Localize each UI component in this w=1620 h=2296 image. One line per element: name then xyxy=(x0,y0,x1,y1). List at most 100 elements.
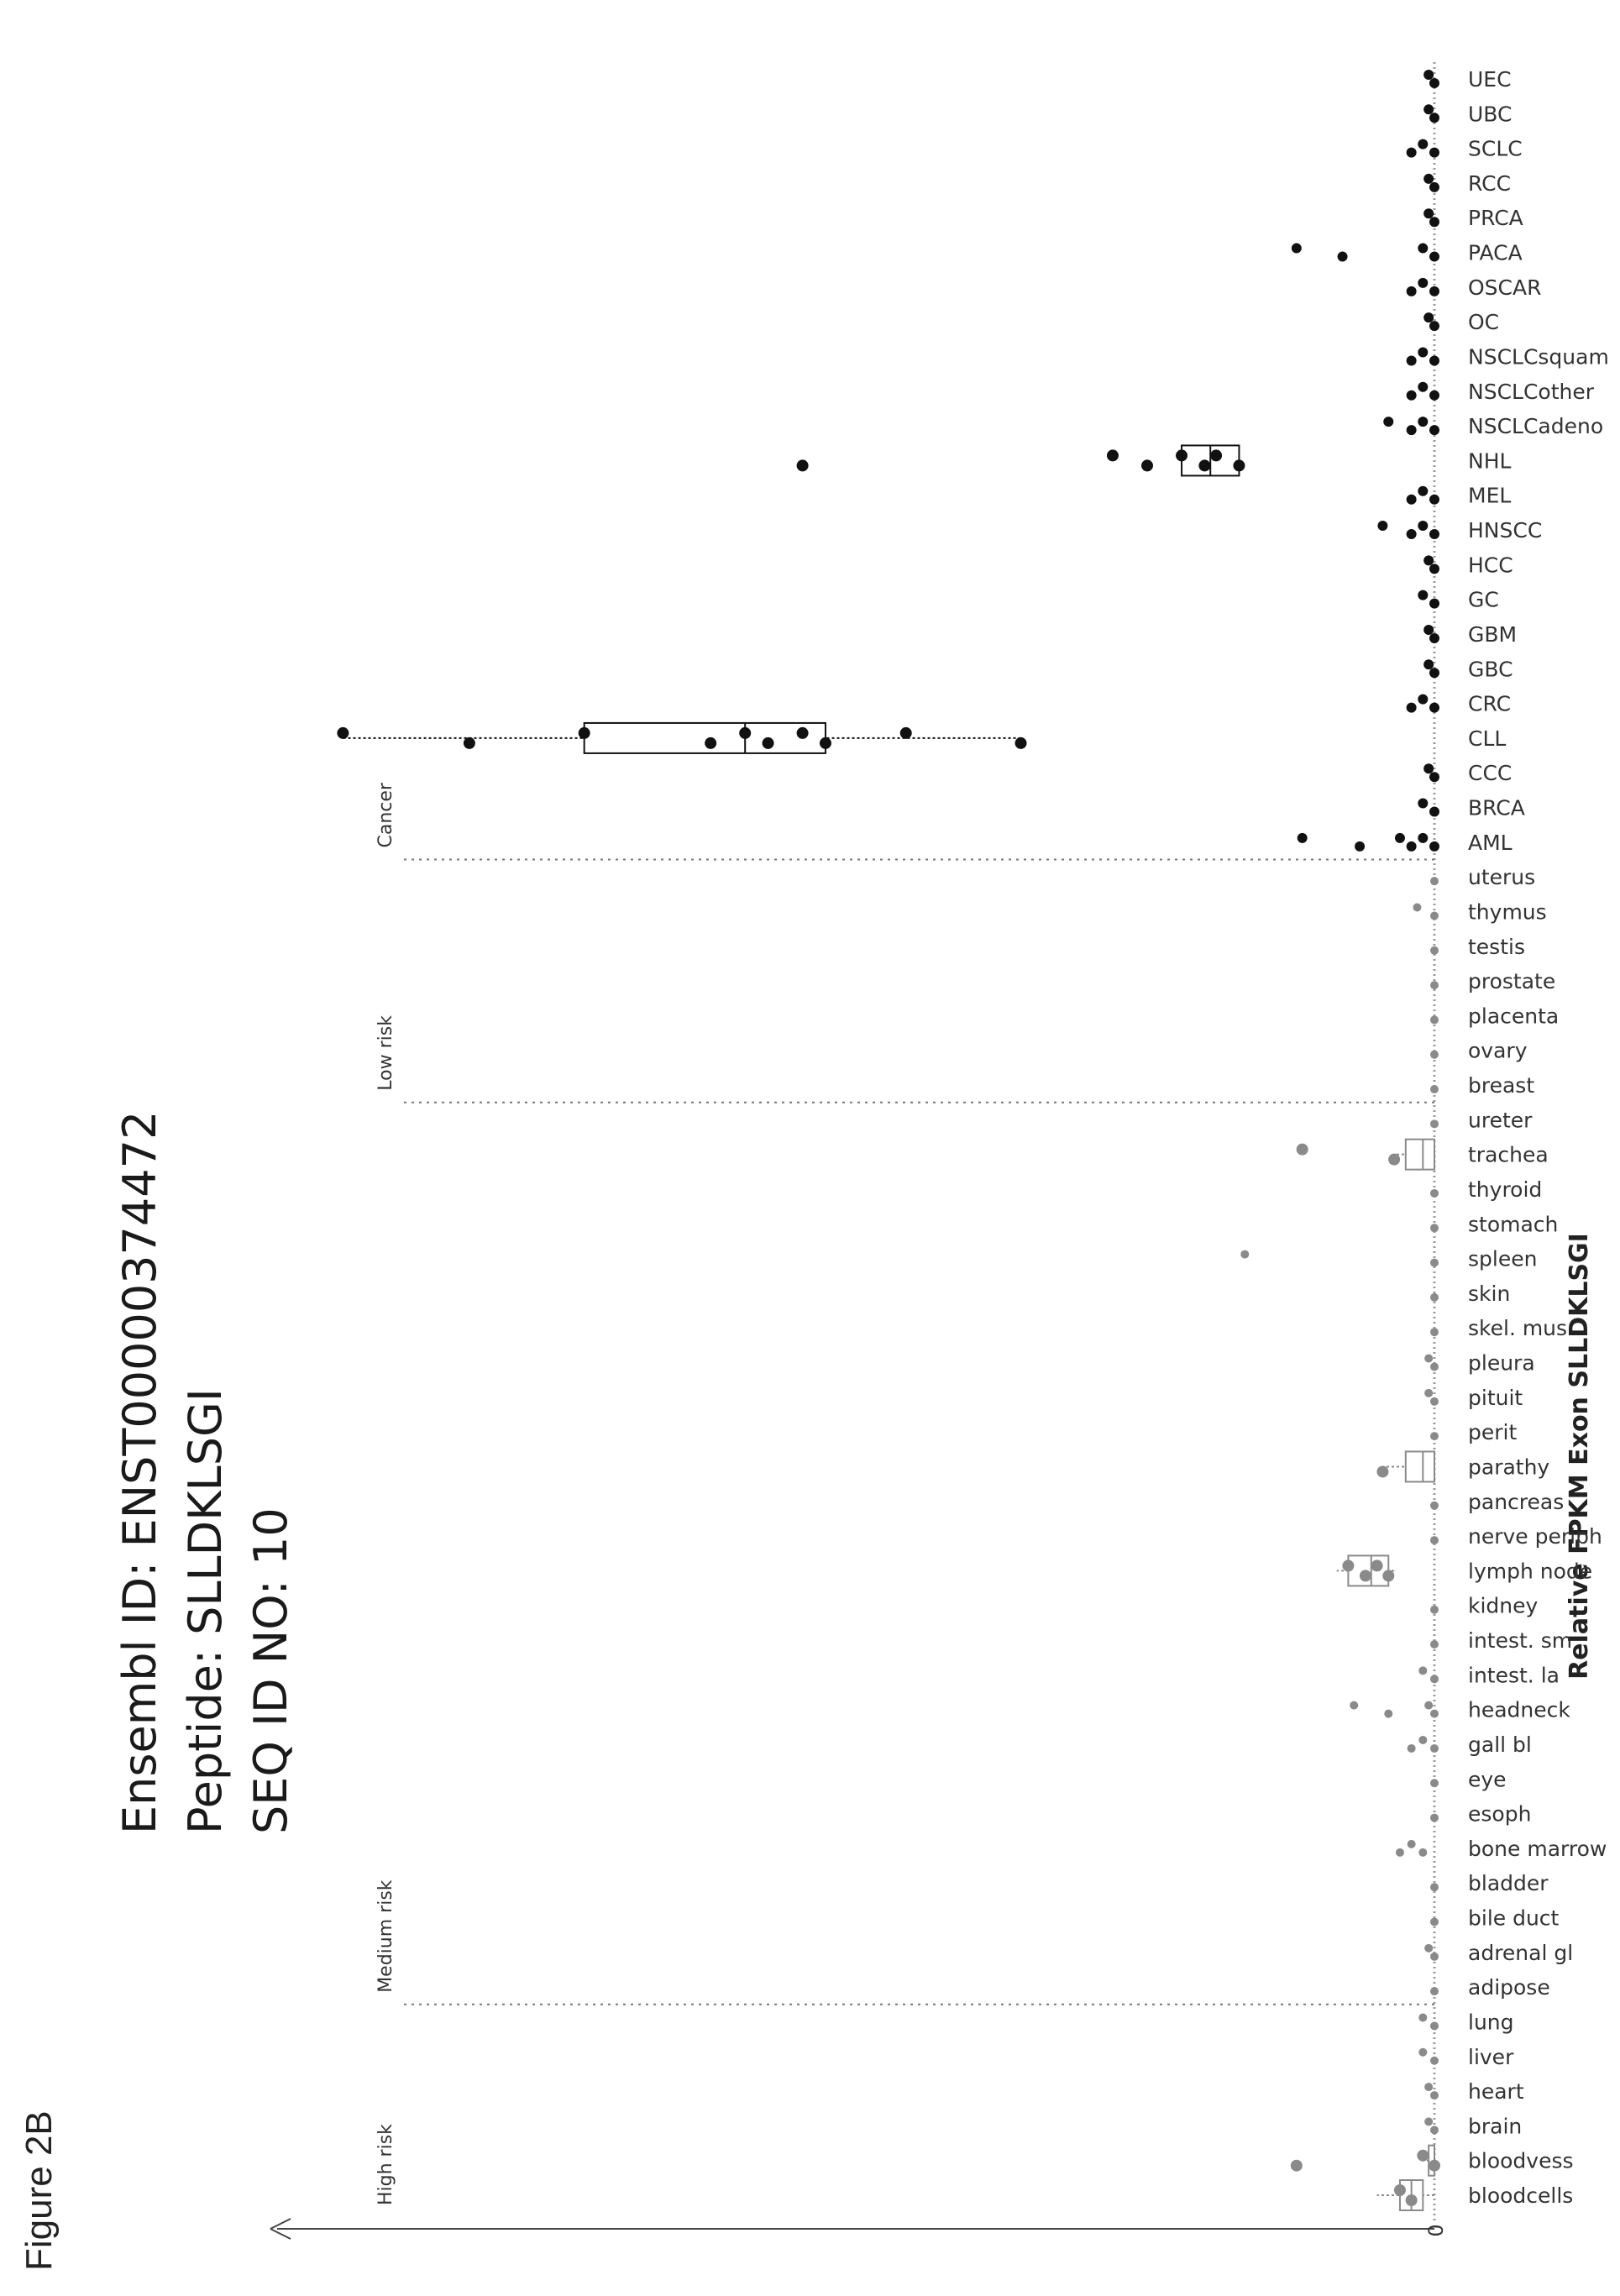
x-tick-label-adipose: adipose xyxy=(1468,1975,1550,2000)
data-point-ccc xyxy=(1429,772,1439,783)
x-tick-label-heart: heart xyxy=(1468,2079,1524,2104)
x-tick-label-bladder: bladder xyxy=(1468,1871,1549,1895)
x-tick-label-hcc: HCC xyxy=(1468,553,1513,577)
group-label-medium-risk: Medium risk xyxy=(375,1879,396,1993)
x-tick-label-breast: breast xyxy=(1468,1073,1534,1098)
data-point-uec xyxy=(1423,70,1434,80)
data-point-gbc xyxy=(1429,668,1439,679)
data-point-nsclcother xyxy=(1406,390,1417,401)
data-point-spleen xyxy=(1240,1250,1250,1259)
data-point-nsclcsquam xyxy=(1418,347,1429,358)
box-point-lymph-node xyxy=(1359,1570,1371,1582)
x-tick-label-pancreas: pancreas xyxy=(1468,1490,1564,1514)
x-tick-label-headneck: headneck xyxy=(1468,1698,1570,1722)
group-label-high-risk: High risk xyxy=(375,2124,396,2205)
data-point-mel xyxy=(1418,485,1429,496)
box-point-cll xyxy=(739,726,752,739)
box-point-lymph-node xyxy=(1342,1559,1355,1572)
box-point-lymph-node xyxy=(1371,1559,1383,1572)
data-point-rcc xyxy=(1423,173,1434,184)
box-point-nhl xyxy=(1141,459,1153,472)
data-point-gall-bl xyxy=(1418,1735,1428,1744)
x-tick-label-testis: testis xyxy=(1468,935,1525,959)
data-point-headneck xyxy=(1384,1709,1393,1718)
data-point-placenta xyxy=(1430,1015,1439,1025)
data-point-thymus xyxy=(1430,911,1439,920)
data-point-skel-mus xyxy=(1430,1328,1439,1337)
x-tick-label-intest-la: intest. la xyxy=(1468,1663,1560,1687)
data-point-sclc xyxy=(1429,147,1439,158)
x-tick-label-gall-bl: gall bl xyxy=(1468,1732,1532,1757)
box-point-cll xyxy=(578,726,590,739)
data-point-sclc xyxy=(1418,139,1429,149)
data-point-kidney xyxy=(1430,1605,1439,1614)
data-point-heart xyxy=(1430,2091,1439,2100)
data-point-pituit xyxy=(1424,1388,1434,1397)
data-point-aml xyxy=(1406,841,1417,852)
x-tick-label-nsclcadeno: NSCLCadeno xyxy=(1468,414,1603,438)
data-point-brain xyxy=(1430,2126,1439,2135)
data-point-paca xyxy=(1418,243,1429,254)
data-point-ubc xyxy=(1429,113,1439,123)
x-tick-label-brca: BRCA xyxy=(1468,796,1525,820)
data-point-nsclcadeno xyxy=(1418,417,1429,427)
data-point-bone-marrow xyxy=(1395,1848,1404,1857)
box-point-bloodcells xyxy=(1405,2194,1418,2206)
data-point-bile-duct xyxy=(1430,1917,1439,1926)
x-tick-label-thymus: thymus xyxy=(1468,899,1547,924)
data-point-paca xyxy=(1337,251,1348,262)
box-point-cll xyxy=(899,726,912,739)
x-tick-label-ubc: UBC xyxy=(1468,102,1512,126)
box-point-cll xyxy=(705,737,717,749)
data-point-ureter xyxy=(1430,1119,1439,1129)
x-tick-label-uterus: uterus xyxy=(1468,865,1535,889)
data-point-oscar xyxy=(1429,286,1439,296)
data-point-uterus xyxy=(1430,877,1439,886)
box-point-trachea xyxy=(1388,1153,1401,1166)
x-tick-label-thyroid: thyroid xyxy=(1468,1177,1542,1202)
x-tick-label-oc: OC xyxy=(1468,310,1499,334)
box-point-cll xyxy=(337,726,349,739)
data-point-prca xyxy=(1429,217,1439,228)
box-point-bloodcells xyxy=(1393,2184,1406,2196)
data-point-testis xyxy=(1430,946,1439,955)
box-point-cll xyxy=(762,737,774,749)
x-tick-label-esoph: esoph xyxy=(1468,1802,1531,1827)
data-point-uec xyxy=(1429,78,1439,88)
data-point-perit xyxy=(1430,1432,1439,1441)
data-point-stomach xyxy=(1430,1224,1439,1233)
data-point-ccc xyxy=(1423,763,1434,774)
box-point-cll xyxy=(819,737,831,749)
data-point-pituit xyxy=(1430,1397,1439,1406)
x-tick-label-trachea: trachea xyxy=(1468,1143,1549,1167)
x-tick-label-sclc: SCLC xyxy=(1468,137,1523,161)
data-point-pleura xyxy=(1424,1354,1434,1363)
x-tick-label-spleen: spleen xyxy=(1468,1247,1537,1271)
box-point-cll xyxy=(796,726,809,739)
box-point-nhl xyxy=(796,459,809,472)
x-tick-label-nsclcother: NSCLCother xyxy=(1468,380,1595,404)
data-point-hnscc xyxy=(1406,529,1417,540)
x-tick-label-uec: UEC xyxy=(1468,67,1512,92)
data-point-prca xyxy=(1423,208,1434,219)
data-point-heart xyxy=(1424,2083,1434,2092)
data-point-ubc xyxy=(1423,104,1434,115)
x-tick-label-brain: brain xyxy=(1468,2114,1522,2138)
data-point-oc xyxy=(1429,321,1439,332)
data-point-aml xyxy=(1394,832,1405,843)
data-point-mel xyxy=(1406,494,1417,505)
data-point-hnscc xyxy=(1418,521,1429,532)
data-point-bladder xyxy=(1430,1883,1439,1892)
x-tick-label-mel: MEL xyxy=(1468,484,1511,508)
x-tick-label-nerve-periph: nerve periph xyxy=(1468,1524,1602,1549)
y-axis-arrowhead xyxy=(270,2218,291,2240)
data-point-paca xyxy=(1429,251,1439,262)
data-point-gc xyxy=(1418,590,1429,600)
box-point-lymph-node xyxy=(1382,1570,1395,1582)
group-label-cancer: Cancer xyxy=(375,782,396,847)
x-tick-label-bloodvess: bloodvess xyxy=(1468,2149,1574,2173)
data-point-gbm xyxy=(1429,632,1439,643)
data-point-liver xyxy=(1430,2056,1439,2065)
data-point-hnscc xyxy=(1429,529,1439,540)
x-tick-label-liver: liver xyxy=(1468,2045,1514,2069)
